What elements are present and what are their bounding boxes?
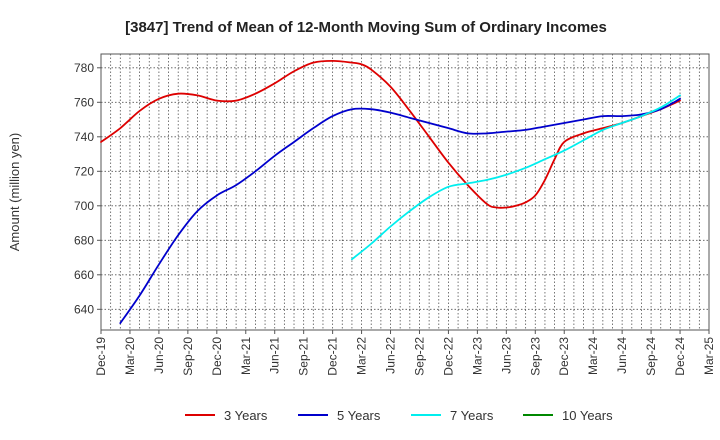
y-tick-label: 740 — [74, 130, 94, 144]
y-tick-label: 640 — [74, 302, 94, 316]
x-tick-label: Mar-23 — [470, 337, 484, 375]
x-tick-label: Jun-22 — [384, 337, 398, 374]
y-tick-label: 720 — [74, 164, 94, 178]
x-tick-label: Sep-23 — [528, 337, 542, 376]
x-tick-label: Mar-22 — [355, 337, 369, 375]
x-tick-label: Mar-21 — [239, 337, 253, 375]
x-tick-label: Sep-22 — [412, 337, 426, 376]
series-lines — [100, 60, 681, 324]
plot-area — [100, 53, 710, 331]
x-tick-label: Mar-25 — [702, 337, 716, 375]
legend-label-10-years: 10 Years — [562, 408, 613, 423]
legend-label-7-years: 7 Years — [450, 408, 494, 423]
series-line-5-years — [119, 97, 681, 324]
series-line-7-years — [351, 94, 681, 261]
x-tick-label: Sep-24 — [644, 337, 658, 376]
y-axis-ticks: 640 660 680 700 720 740 760 780 — [74, 61, 101, 316]
x-tick-label: Jun-21 — [268, 337, 282, 374]
x-tick-label: Dec-22 — [441, 337, 455, 376]
x-axis-ticks: Dec-19 Mar-20 Jun-20 Sep-20 Dec-20 Mar-21 Jun-… — [94, 330, 716, 376]
x-tick-label: Dec-19 — [94, 337, 108, 376]
x-tick-label: Jun-23 — [499, 337, 513, 374]
x-tick-label: Sep-20 — [181, 337, 195, 376]
x-tick-label: Mar-20 — [123, 337, 137, 375]
y-tick-label: 660 — [74, 268, 94, 282]
chart-title: [3847] Trend of Mean of 12-Month Moving … — [125, 19, 607, 36]
y-tick-label: 680 — [74, 233, 94, 247]
y-tick-label: 700 — [74, 199, 94, 213]
x-tick-label: Dec-20 — [210, 337, 224, 376]
series-line-3-years — [100, 60, 681, 209]
y-tick-label: 780 — [74, 61, 94, 75]
grid-lines — [101, 54, 709, 330]
x-tick-label: Dec-24 — [673, 337, 687, 376]
legend-label-5-years: 5 Years — [337, 408, 381, 423]
x-tick-label: Sep-21 — [297, 337, 311, 376]
x-tick-label: Mar-24 — [586, 337, 600, 375]
x-tick-label: Jun-24 — [615, 337, 629, 374]
legend-label-3-years: 3 Years — [224, 408, 268, 423]
legend: 3 Years 5 Years 7 Years 10 Years — [185, 408, 613, 423]
y-tick-label: 760 — [74, 95, 94, 109]
y-axis-label: Amount (million yen) — [7, 133, 22, 252]
x-tick-label: Dec-21 — [326, 337, 340, 376]
x-tick-label: Jun-20 — [152, 337, 166, 374]
x-tick-label: Dec-23 — [557, 337, 571, 376]
